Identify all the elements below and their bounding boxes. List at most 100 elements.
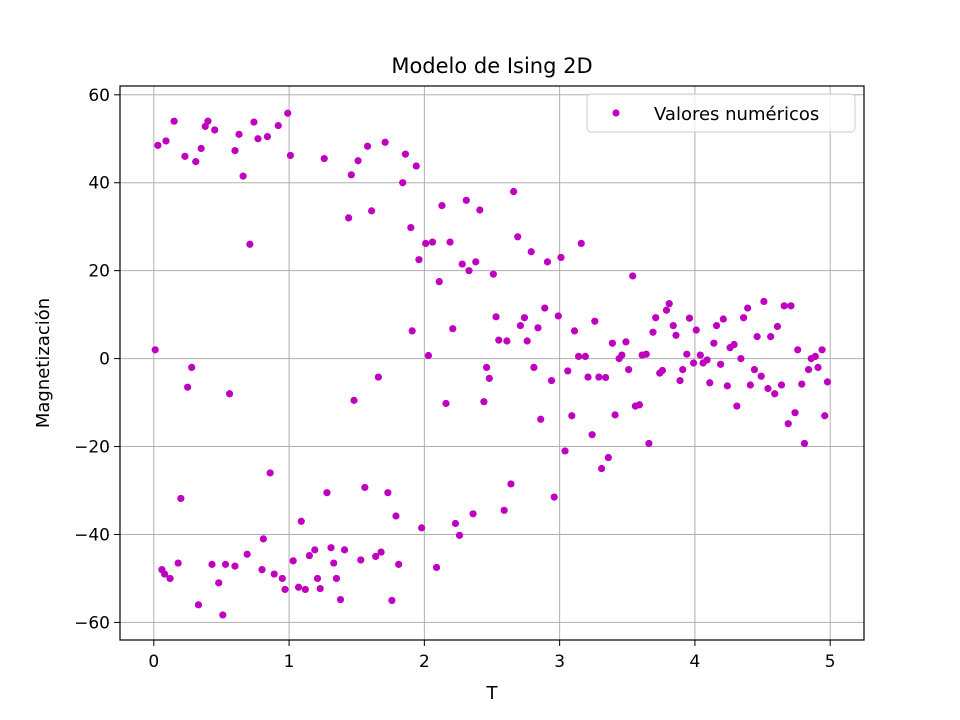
data-point: [767, 333, 775, 341]
data-point: [719, 315, 727, 323]
data-point: [166, 574, 174, 583]
chart-title: Modelo de Ising 2D: [391, 54, 592, 78]
data-point: [208, 560, 216, 568]
data-point: [330, 559, 338, 567]
data-point: [798, 380, 806, 388]
data-point: [221, 560, 230, 568]
x-tick-label: 2: [419, 652, 430, 672]
x-tick-label: 5: [825, 652, 836, 672]
data-point: [263, 132, 272, 141]
data-point: [823, 378, 832, 386]
data-point: [465, 267, 473, 275]
data-point: [392, 512, 400, 520]
y-tick-label: −60: [74, 613, 110, 633]
data-point: [340, 546, 349, 554]
data-point: [225, 390, 234, 398]
data-point: [591, 317, 599, 325]
data-point: [243, 550, 251, 558]
data-point: [151, 346, 159, 354]
data-point: [510, 187, 518, 196]
data-point: [814, 363, 822, 371]
data-point: [692, 326, 700, 334]
y-tick-label: 20: [88, 262, 110, 282]
data-point: [554, 312, 562, 320]
data-point: [784, 420, 792, 428]
data-point: [744, 304, 752, 312]
data-point: [336, 595, 345, 604]
data-point: [800, 439, 809, 448]
data-point: [301, 585, 309, 594]
data-point: [662, 306, 671, 314]
data-point: [717, 360, 725, 368]
data-point: [422, 239, 430, 248]
data-point: [354, 157, 362, 165]
data-point: [665, 300, 673, 308]
data-point: [625, 365, 633, 374]
data-point: [399, 179, 407, 187]
data-point: [258, 566, 266, 574]
data-point: [547, 376, 556, 385]
data-point: [215, 579, 223, 587]
data-point: [472, 258, 480, 266]
data-point: [458, 260, 466, 268]
data-point: [685, 314, 694, 322]
data-point: [372, 552, 380, 561]
data-point: [197, 144, 205, 153]
data-point: [254, 135, 262, 143]
x-tick-label: 3: [554, 652, 565, 672]
data-point: [581, 352, 589, 361]
data-point: [323, 489, 331, 497]
data-point: [710, 339, 718, 347]
data-point: [723, 382, 731, 390]
data-point: [604, 453, 612, 462]
data-point: [730, 340, 738, 349]
data-point: [791, 409, 799, 417]
data-point: [689, 359, 698, 367]
data-point: [574, 352, 583, 361]
data-point: [530, 363, 538, 371]
data-point: [811, 352, 819, 361]
data-point: [696, 351, 704, 359]
data-point: [611, 411, 619, 419]
y-tick-label: −20: [74, 438, 110, 458]
data-point: [645, 439, 653, 448]
data-point: [162, 137, 170, 145]
data-point: [311, 546, 319, 554]
data-point: [418, 524, 426, 532]
data-point: [462, 196, 470, 204]
data-point: [408, 327, 416, 335]
y-tick-label: 0: [99, 350, 110, 370]
data-point: [368, 207, 376, 215]
data-point: [507, 480, 515, 488]
data-points: [151, 109, 832, 619]
data-point: [219, 611, 227, 619]
data-point: [683, 350, 691, 358]
data-point: [787, 302, 795, 310]
data-point: [503, 337, 511, 345]
data-point: [345, 214, 353, 222]
data-point: [557, 253, 565, 262]
data-point: [777, 381, 786, 389]
data-point: [442, 399, 450, 408]
data-point: [588, 431, 596, 439]
data-point: [740, 314, 748, 322]
data-point: [235, 130, 243, 138]
data-point: [821, 412, 829, 420]
data-point: [482, 363, 491, 371]
data-point: [204, 117, 212, 125]
data-point: [469, 510, 477, 518]
data-point: [476, 206, 484, 214]
data-point: [188, 363, 196, 371]
data-point: [181, 152, 189, 160]
data-point: [480, 398, 488, 406]
data-point: [231, 562, 239, 570]
data-point: [753, 333, 761, 341]
legend: Valores numéricos: [586, 93, 856, 133]
legend-box: [586, 93, 856, 133]
data-point: [266, 469, 274, 477]
data-point: [642, 350, 650, 358]
y-tick-label: −40: [74, 525, 110, 545]
data-point: [250, 118, 258, 126]
data-point: [514, 233, 522, 241]
data-point: [773, 322, 782, 331]
